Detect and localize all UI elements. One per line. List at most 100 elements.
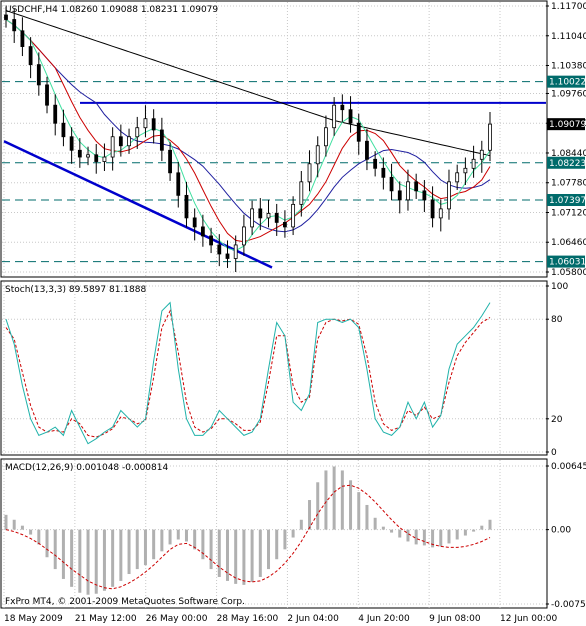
macd-histogram-bar	[53, 529, 57, 570]
macd-histogram-bar	[357, 492, 361, 530]
candle-body	[69, 136, 74, 151]
macd-panel-title: MACD(12,26,9) 0.001048 -0.000814	[5, 463, 168, 473]
time-label: 21 May 12:00	[75, 614, 137, 624]
candle-body	[291, 203, 296, 228]
macd-histogram-bar	[283, 529, 287, 550]
candle-body	[373, 158, 378, 169]
stoch-axis-label: 100	[551, 282, 568, 292]
candle-body	[307, 163, 312, 183]
macd-histogram-bar	[291, 529, 295, 538]
ma-long-line	[5, 10, 491, 157]
candle-body	[274, 212, 279, 223]
candle-body	[356, 122, 361, 142]
candle-body	[324, 127, 328, 147]
candle-body	[102, 156, 107, 162]
candle-body	[332, 104, 337, 129]
price-panel-title: USDCHF,H4 1.08260 1.09088 1.08231 1.0907…	[5, 5, 218, 15]
time-label: 2 Jun 04:00	[287, 614, 339, 624]
candle-body	[389, 176, 394, 192]
macd-histogram-bar	[102, 529, 106, 591]
candle-body	[340, 104, 345, 111]
candle-body	[4, 14, 8, 20]
price-tag-label: 1.06031	[549, 258, 586, 268]
time-label: 9 Jun 08:00	[429, 614, 481, 624]
macd-histogram-bar	[209, 529, 213, 570]
macd-series	[4, 466, 492, 595]
macd-axis-label: 0.00	[551, 526, 571, 536]
stoch-panel[interactable]	[0, 280, 548, 456]
candle-body	[225, 253, 230, 259]
macd-histogram-bar	[176, 529, 180, 540]
macd-histogram-bar	[135, 529, 139, 570]
candle-body	[36, 64, 41, 86]
macd-histogram-bar	[373, 517, 377, 530]
price-tag	[547, 255, 585, 268]
axis-labels: 18 May 2009 21 May 12:00 26 May 00:00 28 Ma…	[4, 2, 586, 624]
time-label: 18 May 2009	[4, 614, 63, 624]
candle-body	[488, 123, 492, 151]
candle-body	[168, 149, 172, 174]
macd-histogram-bar	[258, 529, 262, 577]
macd-histogram-bar	[308, 500, 312, 530]
price-axis-label: 1.07780	[551, 179, 586, 189]
candle-body	[184, 194, 189, 219]
candle-body	[266, 212, 271, 219]
candle-body	[447, 181, 451, 210]
candle-body	[299, 181, 304, 205]
macd-axis-label: -0.00754	[551, 600, 586, 610]
macd-histogram-bar	[29, 529, 33, 535]
candle-body	[53, 104, 58, 124]
candle-body	[20, 30, 25, 47]
macd-histogram-bar	[447, 529, 451, 544]
candle-body	[45, 84, 49, 106]
stoch-main-line	[5, 301, 491, 445]
candle-body	[12, 19, 17, 32]
macd-histogram-bar	[61, 529, 65, 579]
price-panel[interactable]	[0, 0, 548, 278]
price-tag-label: 1.07397	[549, 196, 586, 206]
stoch-signal-line	[5, 309, 491, 438]
ma-slow-line	[5, 19, 491, 233]
macd-histogram-bar	[431, 529, 435, 548]
macd-histogram-bar	[37, 529, 41, 545]
macd-histogram-bar	[488, 519, 492, 530]
stoch-panel-title: Stoch(13,3,3) 89.5897 81.1888	[5, 285, 146, 295]
candle-body	[381, 167, 386, 178]
macd-histogram-bar	[4, 514, 8, 530]
candle-body	[28, 46, 33, 66]
price-axis-label: 1.11700	[551, 2, 586, 12]
macd-histogram-bar	[242, 529, 246, 585]
price-tag	[547, 75, 585, 88]
time-label: 4 Jun 20:00	[358, 614, 410, 624]
candle-body	[414, 181, 419, 192]
candle-body	[217, 244, 222, 255]
price-tag-label: 1.10022	[549, 78, 586, 88]
macd-histogram-bar	[86, 529, 90, 595]
candle-body	[250, 208, 255, 228]
macd-histogram-bar	[267, 529, 271, 570]
time-label: 12 Jun 00:00	[500, 614, 557, 624]
macd-histogram-bar	[217, 529, 221, 577]
macd-axis-label: 0.00645	[551, 462, 586, 472]
macd-histogram-bar	[349, 480, 353, 530]
price-axis-label: 1.05800	[551, 268, 586, 278]
macd-histogram-bar	[111, 529, 115, 587]
candle-body	[118, 136, 123, 147]
candle-body	[479, 149, 484, 160]
macd-histogram-bar	[480, 525, 484, 530]
macd-histogram-bar	[152, 529, 156, 560]
macd-histogram-bar	[250, 529, 254, 582]
macd-histogram-bar	[275, 529, 279, 560]
macd-histogram-bar	[406, 529, 410, 542]
macd-histogram-bar	[201, 529, 205, 560]
macd-histogram-bar	[160, 529, 164, 552]
price-tag-label: 1.09079	[549, 120, 586, 130]
candle-body	[455, 172, 460, 183]
macd-histogram-bar	[193, 529, 197, 550]
candle-body	[159, 129, 164, 151]
price-axis-label: 1.07120	[551, 208, 586, 218]
price-series	[2, 6, 546, 272]
price-axis-label: 1.06460	[551, 238, 586, 248]
grid-lines	[2, 2, 546, 608]
